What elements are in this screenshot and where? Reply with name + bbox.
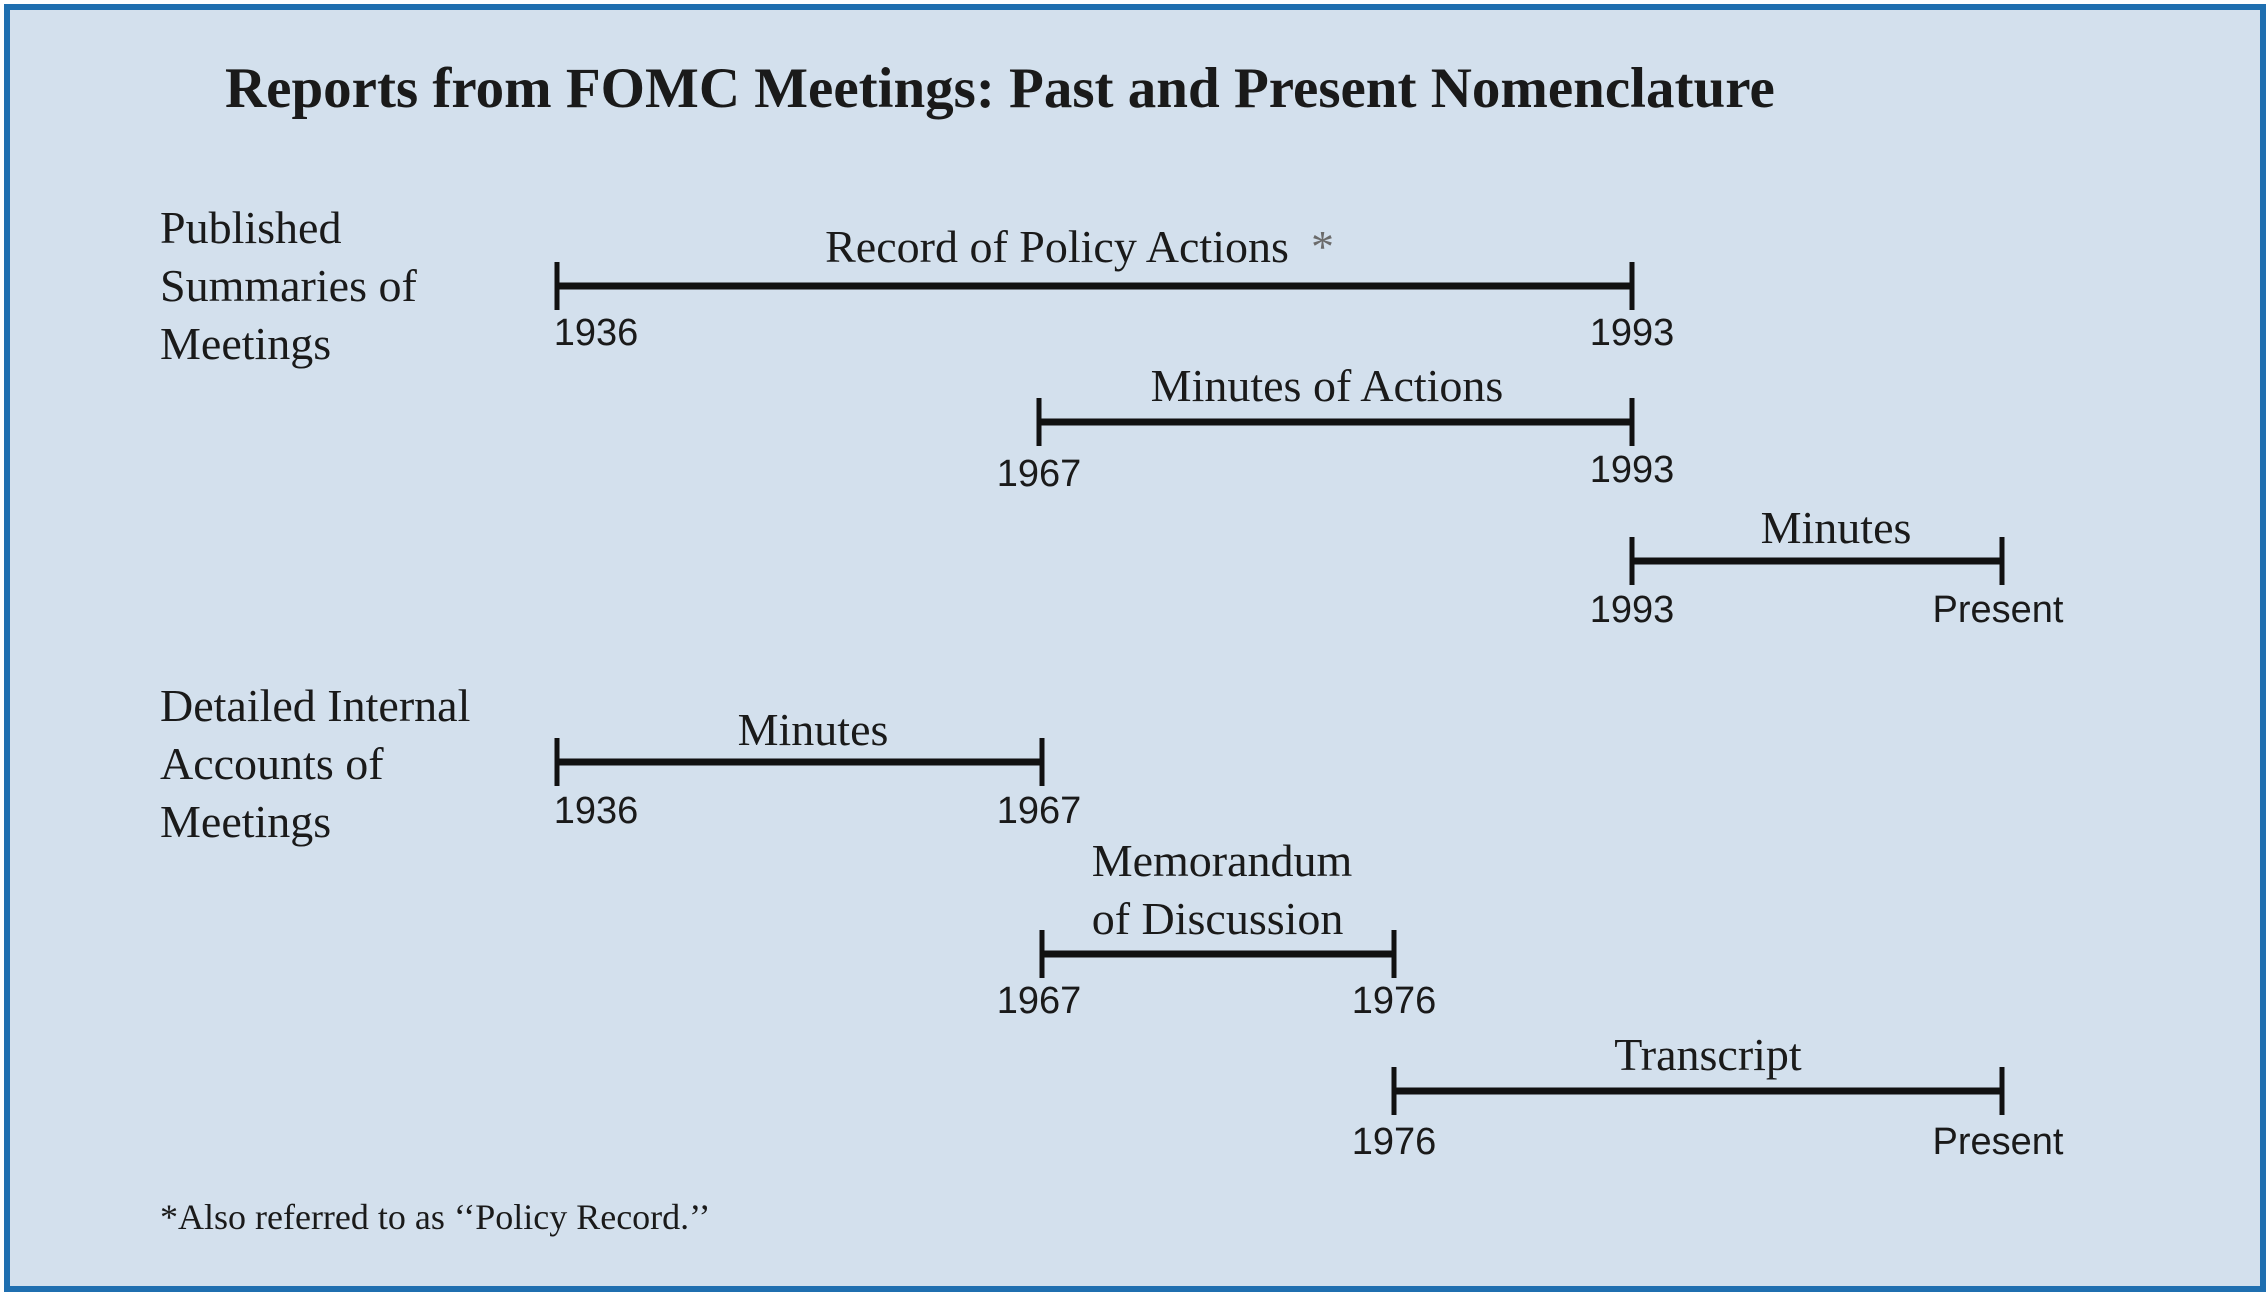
timeline-memorandum-of-discussion	[1039, 930, 1397, 978]
end-year-label: 1993	[1589, 449, 1675, 491]
group-label-line: Published	[160, 202, 342, 253]
start-year-label: 1967	[996, 453, 1082, 495]
timeline-label: Record of Policy Actions	[825, 221, 1289, 272]
group-label-line: Summaries of	[160, 260, 417, 311]
end-year-label: Present	[1932, 589, 2064, 631]
diagram-frame	[4, 4, 2266, 1292]
group-label-line: Meetings	[160, 796, 332, 847]
timeline-record-of-policy-actions	[554, 262, 1635, 310]
group-label-line: Meetings	[160, 318, 332, 369]
timeline-transcript	[1391, 1067, 2005, 1115]
start-year-label: 1967	[996, 980, 1082, 1022]
end-year-label: 1993	[1589, 312, 1675, 354]
group-label-line: Detailed Internal	[160, 680, 471, 731]
end-year-label: Present	[1932, 1121, 2064, 1163]
start-year-label: 1936	[553, 790, 639, 832]
group-label-published: Published Summaries of Meetings	[160, 199, 417, 373]
footnote: *Also referred to as ‘‘Policy Record.’’	[160, 1197, 711, 1237]
diagram-title: Reports from FOMC Meetings: Past and Pre…	[225, 57, 1775, 120]
timeline-minutes-published	[1629, 537, 2005, 585]
group-label-line: Accounts of	[160, 738, 384, 789]
end-year-label: 1976	[1351, 980, 1437, 1022]
timeline-label: Memorandum of Discussion	[1091, 835, 1353, 944]
timeline-label: Minutes of Actions	[1150, 360, 1504, 411]
timeline-minutes-internal	[554, 738, 1045, 786]
group-label-internal: Detailed Internal Accounts of Meetings	[160, 677, 470, 851]
timeline-label: Minutes	[1760, 502, 1912, 553]
start-year-label: 1993	[1589, 589, 1675, 631]
timeline-minutes-of-actions	[1036, 398, 1635, 446]
footnote-marker: *	[1311, 221, 1334, 272]
timeline-label: Minutes	[737, 704, 889, 755]
start-year-label: 1936	[553, 312, 639, 354]
start-year-label: 1976	[1351, 1121, 1437, 1163]
end-year-label: 1967	[996, 790, 1082, 832]
timeline-label: Transcript	[1614, 1029, 1802, 1080]
